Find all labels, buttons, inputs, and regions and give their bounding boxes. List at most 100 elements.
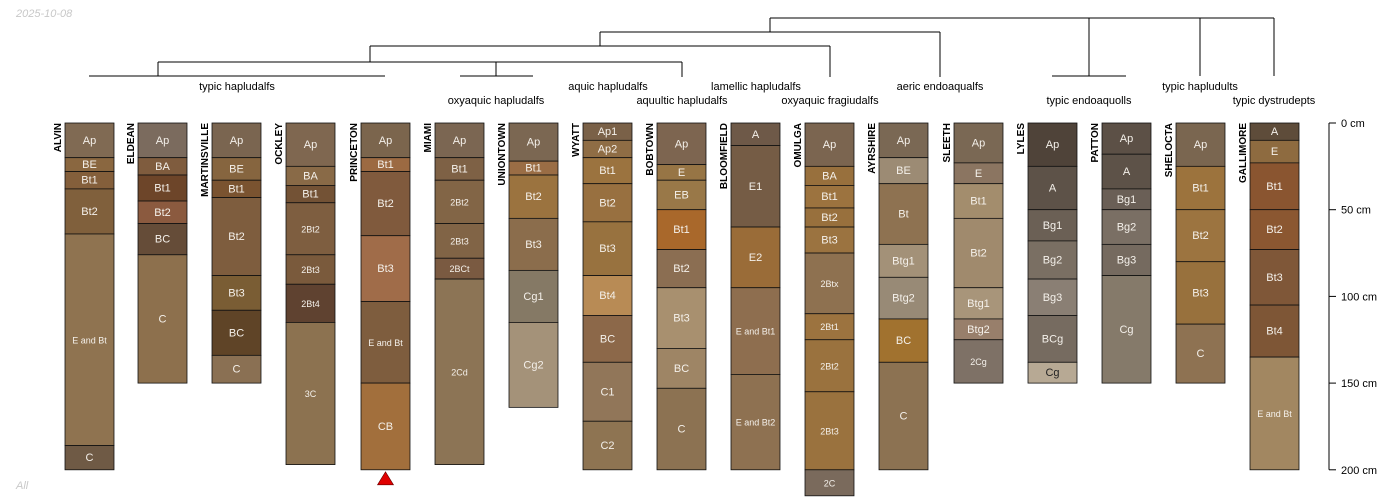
subset-label: All: [16, 480, 29, 492]
horizon-rect: [953, 183, 1004, 219]
horizon-rect: [1249, 304, 1300, 358]
profile-name: PATTON: [1090, 123, 1101, 162]
dendrogram: [89, 17, 1275, 77]
horizon-label: Bg2: [1043, 254, 1063, 266]
horizon-rect: [211, 197, 262, 276]
horizon-label: Bt1: [821, 191, 838, 203]
horizon-label: C1: [600, 386, 614, 398]
horizon-rect: [878, 157, 929, 185]
horizon-label: Bt1: [970, 196, 987, 208]
horizon-label: 2Bt2: [301, 224, 320, 234]
horizon-rect: [1027, 209, 1078, 242]
horizon-rect: [434, 179, 485, 224]
horizon-label: Bt3: [377, 263, 394, 275]
taxonomy-labels: typic hapludalfs oxyaquic hapludalfs aquic…: [199, 81, 1316, 107]
horizon-label: BA: [822, 170, 837, 182]
horizon-rect: [582, 157, 633, 185]
horizon-label: Bt2: [599, 197, 616, 209]
horizon-rect: [211, 309, 262, 356]
truncation-marker-icon: [376, 471, 395, 486]
profile-ayrshire: Ap BE Bt Btg1 Btg2 BC C AYRSHIRE: [867, 122, 929, 471]
taxonomy-label: lamellic hapludalfs: [711, 81, 801, 93]
horizon-rect: [730, 226, 781, 289]
horizon-rect: [878, 122, 929, 159]
horizon-label: Bt3: [821, 235, 838, 247]
horizon-label: Ap: [823, 139, 836, 151]
horizon-label: Ap2: [598, 144, 618, 156]
horizon-rect: [1249, 356, 1300, 471]
horizon-label: 2Bt2: [820, 361, 839, 371]
profile-name: WYATT: [571, 123, 582, 157]
horizon-label: Bt3: [1266, 272, 1283, 284]
profile-gallimore: AE Bt1 Bt2 Bt3 Bt4 E and Bt GALLIMORE: [1238, 122, 1300, 471]
horizon-rect: [434, 278, 485, 465]
horizon-label: Ap: [972, 137, 985, 149]
horizon-rect: [508, 217, 559, 271]
horizon-label: E and Bt: [1257, 409, 1292, 419]
horizon-label: E2: [749, 252, 762, 264]
horizon-label: Bt1: [525, 163, 542, 175]
horizon-label: BC: [155, 234, 170, 246]
horizon-label: 2Bt3: [820, 426, 839, 436]
horizon-label: BE: [896, 165, 911, 177]
horizon-label: Bt2: [228, 231, 245, 243]
horizon-label: Ap: [156, 135, 169, 147]
horizon-rect: [804, 226, 855, 254]
horizon-label: Bt4: [1266, 326, 1283, 338]
horizon-rect: [953, 122, 1004, 164]
horizon-label: Bt2: [525, 191, 542, 203]
horizon-rect: [211, 354, 262, 384]
axis-tick-label: 100 cm: [1341, 291, 1377, 303]
horizon-rect: [285, 122, 336, 167]
horizon-label: Bt1: [228, 183, 245, 195]
horizon-label: 2Bt3: [450, 236, 469, 246]
profiles: Ap BE Bt1 Bt2 E and Bt C ALVIN Ap BA Bt1 Bt2 BC C ELD…: [53, 122, 1300, 497]
profile-name: ELDEAN: [126, 123, 137, 164]
horizon-label: C: [678, 424, 686, 436]
horizon-rect: [582, 183, 633, 223]
horizon-label: Ap: [1194, 139, 1207, 151]
horizon-rect: [656, 179, 707, 211]
horizon-rect: [137, 254, 188, 384]
horizon-rect: [878, 361, 929, 471]
horizon-label: 2Bt1: [820, 322, 839, 332]
profile-lyles: Ap A Bg1 Bg2 Bg3 BCg Cg LYLES: [1016, 122, 1078, 384]
horizon-label: Bg2: [1117, 222, 1137, 234]
horizon-rect: [508, 322, 559, 408]
horizon-rect: [285, 322, 336, 465]
horizon-label: A: [1123, 166, 1131, 178]
horizon-label: C: [159, 313, 167, 325]
horizon-rect: [730, 374, 781, 471]
horizon-rect: [508, 174, 559, 219]
profile-name: MARTINSVILLE: [200, 123, 211, 197]
horizon-label: Bt1: [81, 175, 98, 187]
horizon-label: Bt: [898, 209, 908, 221]
horizon-rect: [656, 348, 707, 389]
horizon-rect: [1101, 243, 1152, 276]
horizon-rect: [1249, 209, 1300, 250]
taxonomy-label: aquic hapludalfs: [568, 81, 648, 93]
horizon-rect: [360, 171, 411, 237]
horizon-label: E: [975, 168, 982, 180]
profile-bobtown: Ap E EB Bt1 Bt2 Bt3 BC C BOBTOWN: [645, 122, 707, 471]
profile-ockley: Ap BA Bt1 2Bt2 2Bt3 2Bt4 3C OCKLEY: [274, 122, 336, 465]
horizon-label: Bt3: [599, 243, 616, 255]
horizon-rect: [137, 122, 188, 159]
horizon-label: Btg1: [892, 255, 915, 267]
taxonomy-label: oxyaquic fragiudalfs: [781, 95, 879, 107]
horizon-label: Cg: [1045, 367, 1059, 379]
horizon-label: 2Bt2: [450, 197, 469, 207]
horizon-label: EB: [674, 189, 689, 201]
horizon-label: Ap: [1046, 139, 1059, 151]
horizon-label: C: [900, 411, 908, 423]
horizon-label: Ap: [379, 135, 392, 147]
horizon-label: Bt2: [821, 212, 838, 224]
profile-martinsville: Ap BE Bt1 Bt2 Bt3 BC C MARTINSVILLE: [200, 122, 262, 384]
horizon-rect: [656, 287, 707, 349]
taxonomy-label: typic dystrudepts: [1233, 95, 1316, 107]
horizon-label: C: [86, 452, 94, 464]
profile-name: UNIONTOWN: [497, 123, 508, 186]
horizon-label: E: [1271, 146, 1278, 158]
horizon-label: Bg3: [1117, 254, 1137, 266]
